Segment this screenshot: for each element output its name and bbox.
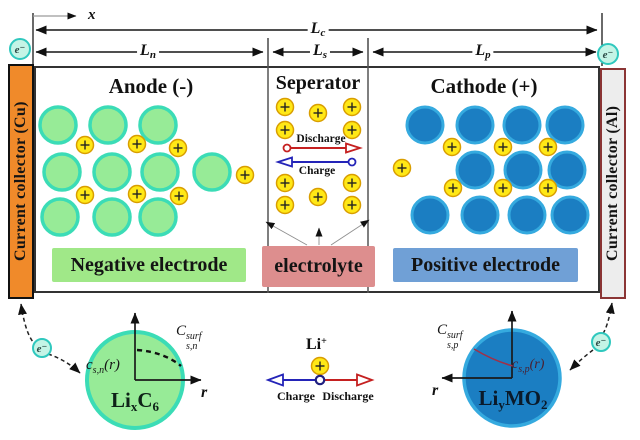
anode-surface-concentration-curve	[136, 348, 182, 367]
anode-particle	[92, 152, 132, 192]
electron-badge-top-left: e⁻	[9, 38, 31, 60]
discharge-arrow-head	[345, 142, 363, 154]
anode-particle	[38, 105, 78, 145]
lc-label: Lc	[307, 21, 329, 39]
cathode-particle	[460, 195, 500, 235]
ln-label: Ln	[137, 43, 159, 61]
anode-formula-label: LixC6	[110, 388, 159, 414]
cathode-particle	[410, 195, 450, 235]
electrolyte-label: electrolyte	[262, 246, 375, 287]
cathode-concentration-label: cs,p(r)	[512, 357, 545, 375]
positive-electrode-label: Positive electrode	[393, 248, 578, 282]
cathode-r-axis-label: r	[432, 382, 439, 399]
x-axis-label: x	[88, 7, 96, 23]
li-arrow-origin-circle	[314, 374, 326, 386]
negative-electrode-label: Negative electrode	[52, 248, 246, 282]
cathode-particle	[455, 150, 495, 190]
electron-path-right-down	[569, 349, 594, 371]
charge-arrow-head	[275, 156, 293, 168]
cathode-particle	[547, 150, 587, 190]
ls-label: Ls	[309, 43, 331, 61]
anode-header: Anode (-)	[108, 74, 194, 98]
li-discharge-arrow-head	[356, 373, 375, 387]
anode-particle	[40, 197, 80, 237]
cathode-header: Cathode (+)	[430, 74, 538, 98]
separator-header: Seperator	[275, 72, 361, 94]
separator-charge-label: Charge	[298, 165, 336, 177]
electrolyte-pointer-left	[265, 221, 308, 246]
li-ion-label: Li+	[306, 336, 327, 353]
electrolyte-pointer-right	[330, 219, 370, 246]
electron-badge-bottom-left: e⁻	[32, 338, 52, 358]
current-collector-al: Current collector (Al)	[600, 68, 626, 299]
anode-particles	[38, 105, 232, 237]
li-charge-arrow-head	[265, 373, 284, 387]
cathode-particle	[507, 195, 547, 235]
lp-label: Lp	[472, 43, 494, 61]
cathode-formula-label: LiyMO2	[478, 386, 548, 412]
electron-path-left-down	[47, 353, 81, 374]
free-ion	[310, 356, 330, 376]
cathode-particles	[405, 105, 590, 235]
cathode-particle	[502, 105, 542, 145]
cathode-particle	[405, 105, 445, 145]
separator-discharge-label: Discharge	[296, 133, 346, 145]
anode-particle	[192, 152, 232, 192]
anode-r-axis-label: r	[201, 384, 208, 401]
anode-ions	[75, 134, 255, 206]
anode-particle	[138, 105, 178, 145]
discharge-arrow-tail-circle	[282, 143, 292, 153]
electron-badge-bottom-right: e⁻	[591, 332, 611, 352]
li-charge-label: Charge	[277, 389, 315, 403]
cathode-ions	[392, 137, 558, 198]
li-discharge-label: Discharge	[322, 389, 374, 403]
electron-badge-top-right: e⁻	[597, 43, 619, 65]
current-collector-cu: Current collector (Cu)	[8, 64, 34, 299]
anode-particle	[140, 152, 180, 192]
anode-particle	[42, 152, 82, 192]
anode-particle	[138, 197, 178, 237]
cathode-particle	[545, 105, 585, 145]
cathode-surface-concentration-curve	[473, 348, 514, 367]
cathode-particle	[550, 195, 590, 235]
anode-particle	[92, 197, 132, 237]
electron-path-right-up	[601, 302, 615, 336]
anode-concentration-label: cs,n(r)	[86, 357, 120, 376]
cathode-particle	[455, 105, 495, 145]
anode-particle	[88, 105, 128, 145]
cathode-particle	[503, 150, 543, 190]
separator-ions	[275, 97, 362, 215]
charge-arrow-tail-circle	[347, 157, 357, 167]
